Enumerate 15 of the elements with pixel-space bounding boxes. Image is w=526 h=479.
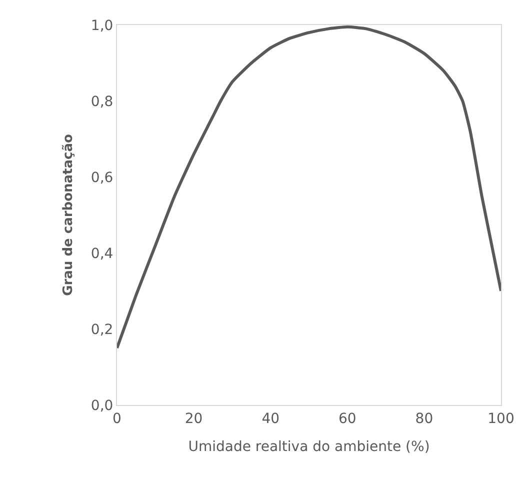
y-tick-label: 0,4 [90,246,114,262]
x-tick-label: 80 [415,410,434,427]
x-tick-label: 60 [338,410,356,427]
x-axis-title: Umidade realtiva do ambiente (%) [188,439,430,456]
y-tick-label: 0,8 [90,94,114,110]
x-tick-label: 20 [184,410,203,427]
x-tick-label: 40 [262,410,280,427]
line-series [117,25,501,350]
x-tick-label: 100 [488,410,514,427]
y-tick-label: 0,0 [90,398,114,414]
x-tick-label: 0 [112,410,122,427]
y-tick-label: 0,6 [90,170,114,186]
y-tick-label: 0,2 [90,322,114,338]
y-axis-title: Grau de carbonatação [60,134,76,296]
y-tick-label: 1,0 [90,18,114,34]
